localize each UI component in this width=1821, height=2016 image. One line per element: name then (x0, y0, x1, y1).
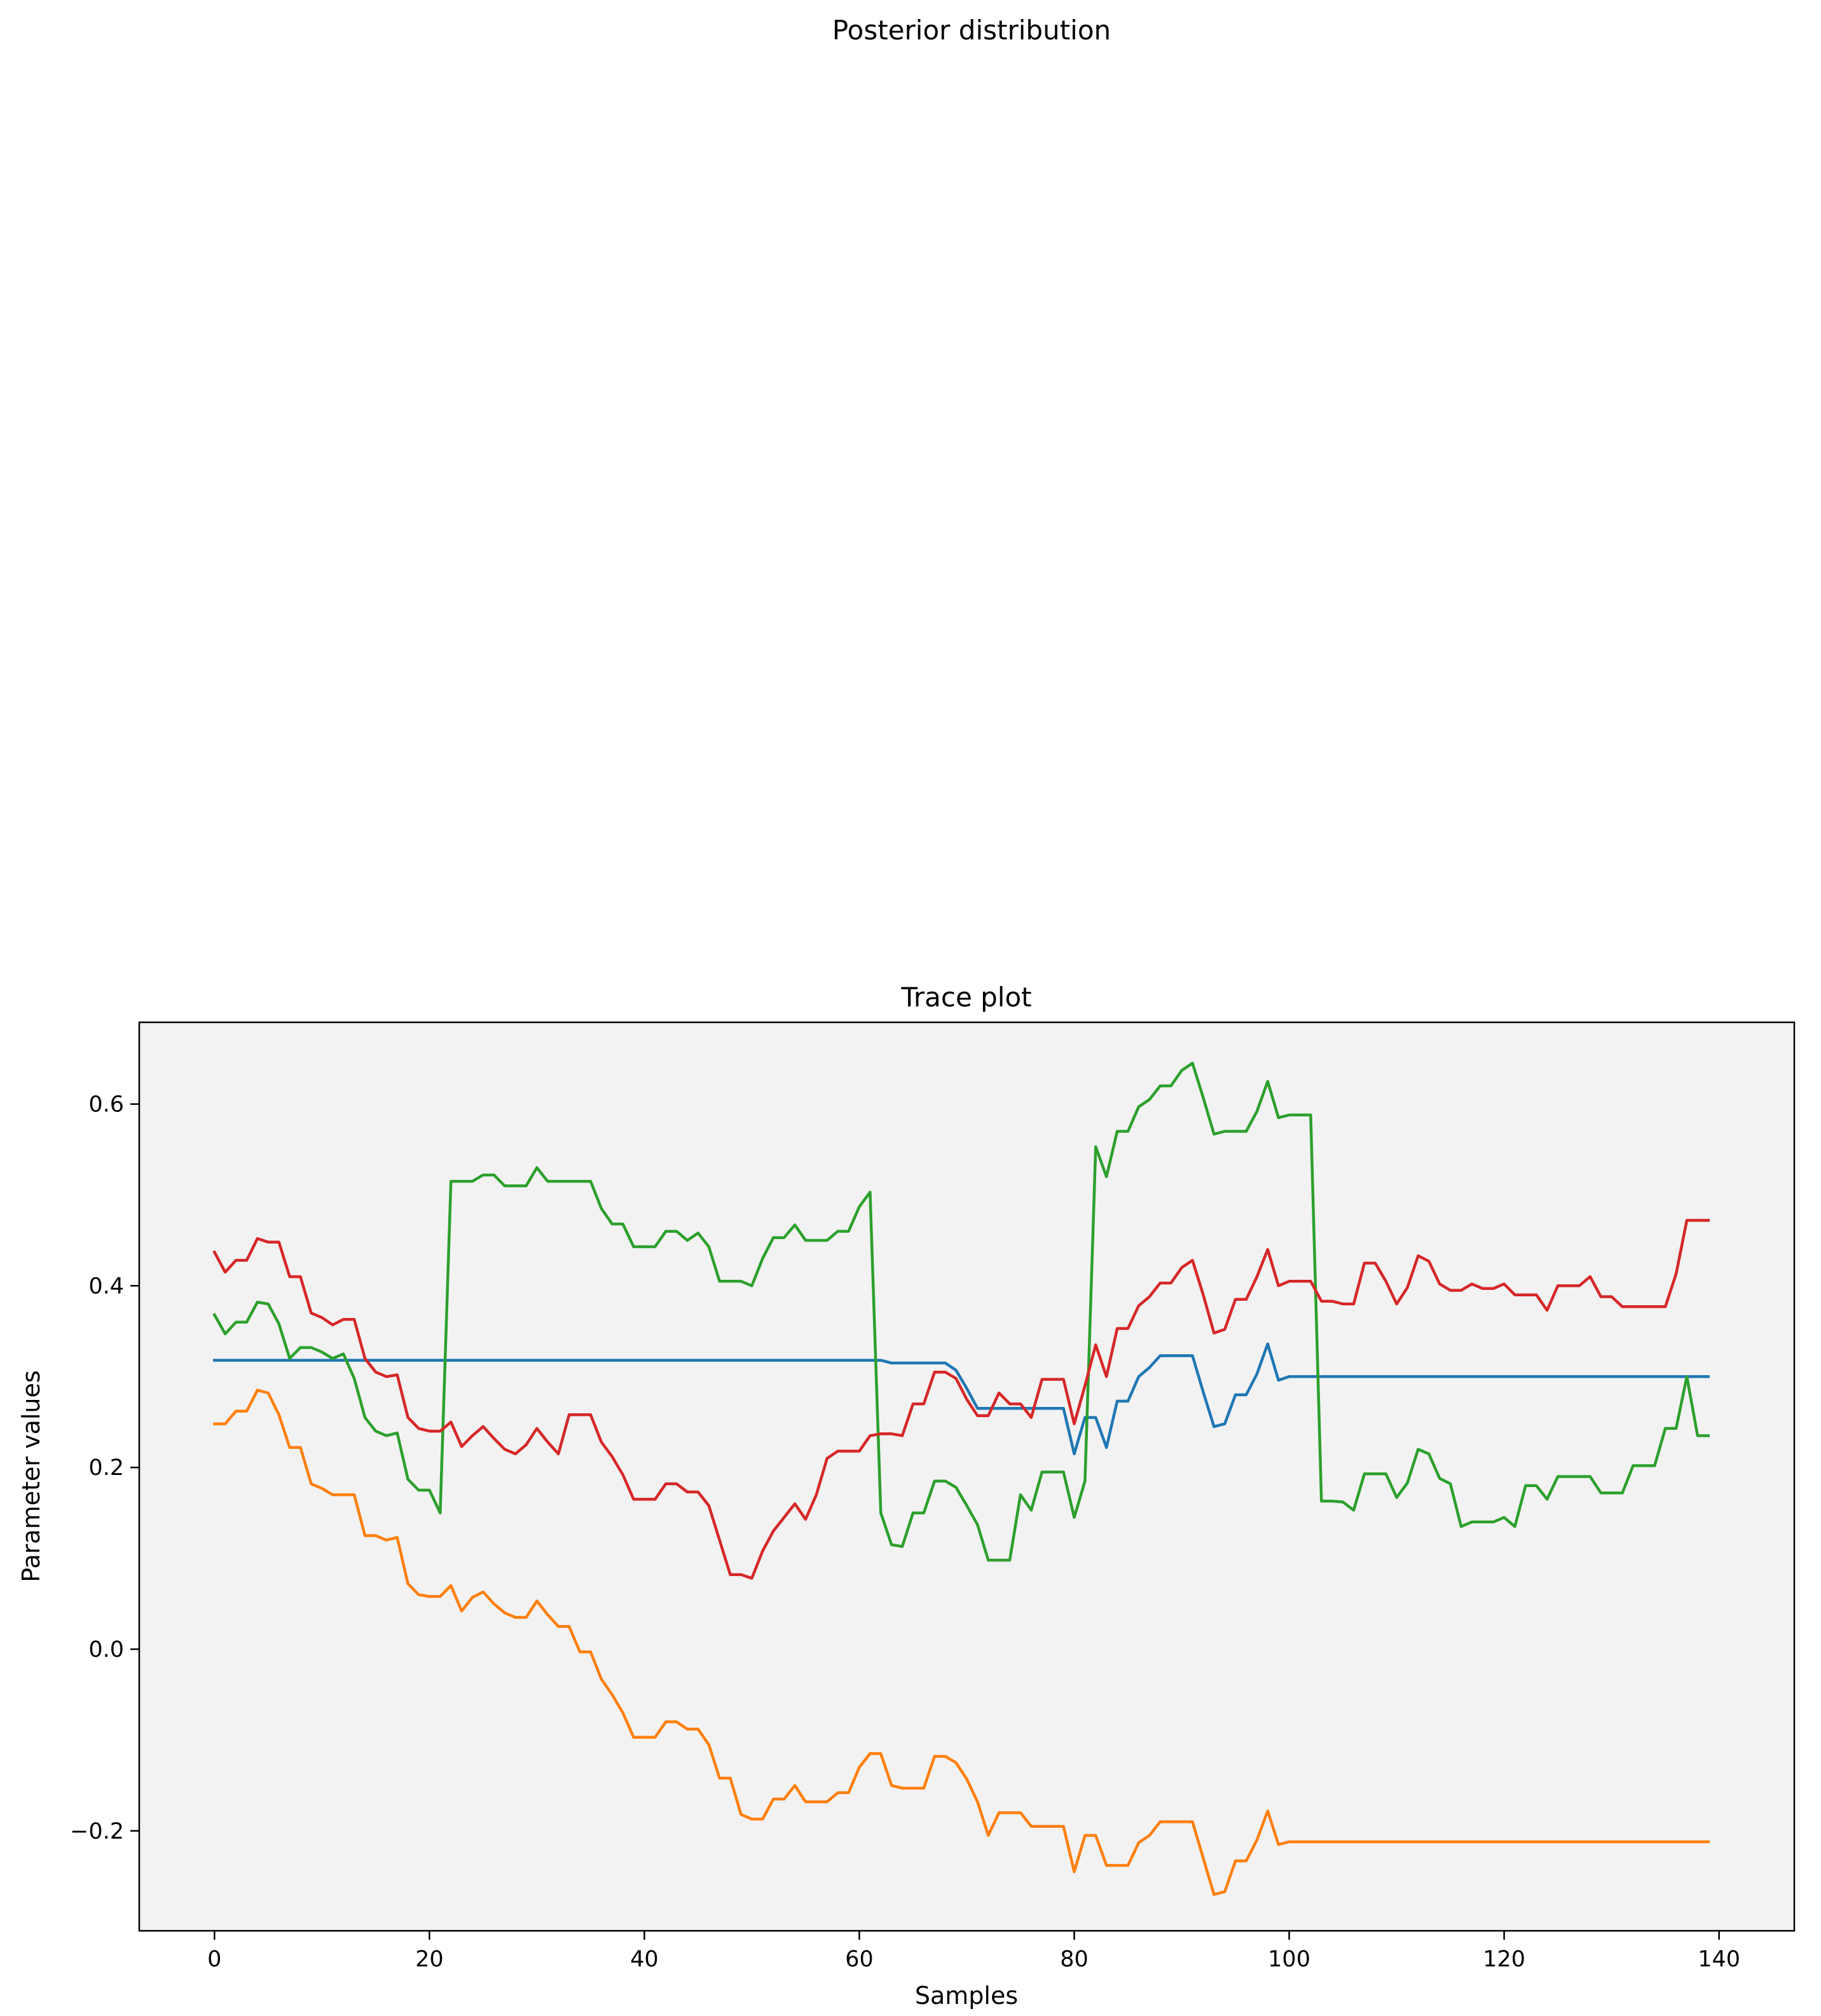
plot-frame (138, 1021, 1796, 1932)
plot-area (139, 1022, 1794, 1931)
y-tick-label: 0.2 (88, 1455, 124, 1481)
figure-suptitle: Posterior distribution (832, 15, 1111, 46)
x-tick-label: 80 (1060, 1947, 1089, 1972)
series-line-4 (212, 1219, 1710, 1580)
series-line-3 (212, 1062, 1710, 1562)
y-tick-label: 0.6 (88, 1092, 124, 1118)
x-tick-label: 20 (415, 1947, 444, 1972)
x-tick-label: 40 (630, 1947, 659, 1972)
x-tick-label: 0 (207, 1947, 221, 1972)
x-tick-label: 120 (1483, 1947, 1525, 1972)
y-axis: −0.2 0.0 0.2 0.4 0.6 (70, 1092, 139, 1844)
y-tick-label: −0.2 (70, 1819, 124, 1844)
series-line-2 (213, 1389, 1710, 1896)
x-axis-label: Samples (915, 1982, 1018, 2010)
y-tick-label: 0.4 (88, 1273, 124, 1299)
y-tick-label: 0.0 (88, 1637, 124, 1663)
x-tick-label: 100 (1268, 1947, 1310, 1972)
x-axis: 0 20 40 60 80 100 120 140 (207, 1931, 1740, 1972)
y-axis-label: Parameter values (17, 1370, 45, 1582)
series-line-1 (213, 1342, 1710, 1456)
x-tick-label: 140 (1698, 1947, 1740, 1972)
chart-title: Trace plot (900, 982, 1031, 1013)
series-layer (212, 1062, 1710, 1896)
x-tick-label: 60 (845, 1947, 874, 1972)
